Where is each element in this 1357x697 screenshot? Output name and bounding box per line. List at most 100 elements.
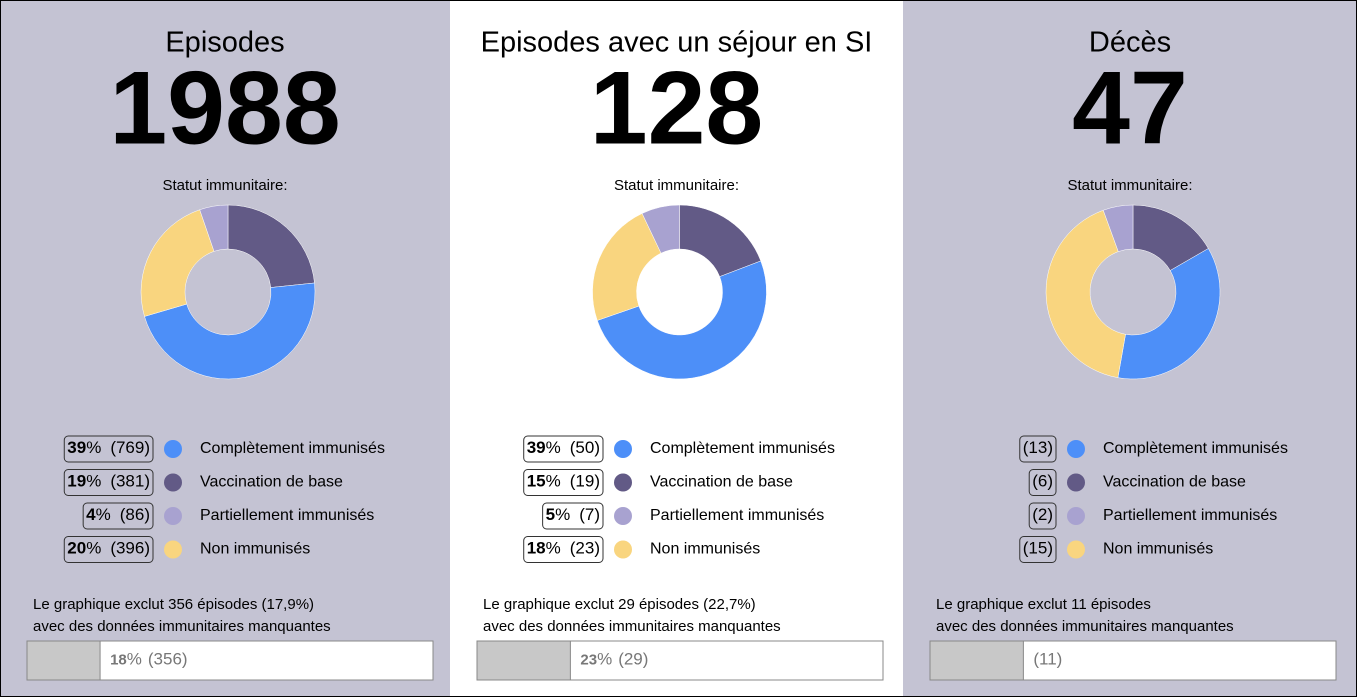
donut-slice: [596, 260, 767, 380]
subtitle: Statut immunitaire:: [1067, 177, 1192, 194]
legend-label: Non immunisés: [1103, 541, 1213, 558]
legend-swatch: [614, 440, 632, 458]
note-line: Le graphique exclut 29 épisodes (22,7%): [483, 596, 756, 613]
legend-figures: (13): [1023, 438, 1053, 457]
legend-swatch: [614, 540, 632, 559]
percent-value: 15: [527, 472, 546, 491]
legend-swatch: [164, 473, 182, 492]
legend-box: [1019, 536, 1057, 563]
missing-label: 23% (29): [580, 650, 648, 669]
note-line: Le graphique exclut 11 épisodes: [936, 596, 1151, 613]
legend-label: Partiellement immunisés: [650, 507, 824, 524]
legend-swatch: [1067, 540, 1085, 559]
legend-label: Complètement immunisés: [1103, 440, 1288, 457]
legend-label: Vaccination de base: [1103, 474, 1246, 491]
legend-figures: 18% (23): [527, 539, 600, 558]
donut-slice: [1117, 248, 1221, 380]
donut-slice: [144, 282, 316, 380]
legend-swatch: [1067, 507, 1085, 525]
donut-slice: [1102, 204, 1134, 252]
percent-value: 20: [67, 539, 86, 558]
missing-label: (11): [1033, 650, 1062, 669]
count-label: (15): [1023, 539, 1053, 558]
total-count: 47: [1072, 50, 1188, 166]
missing-percent: 23: [580, 651, 597, 668]
legend-label: Non immunisés: [200, 541, 310, 558]
legend-figures: 39% (50): [527, 438, 600, 457]
legend-figures: 15% (19): [527, 472, 600, 491]
missing-count: (356): [148, 650, 188, 669]
legend-box: [63, 536, 154, 563]
total-count: 128: [590, 50, 764, 166]
count-label: (396): [110, 539, 150, 558]
count-label: (2): [1032, 505, 1053, 524]
legend-box: [523, 469, 604, 496]
donut-slice: [227, 204, 315, 288]
percent-sign: %: [597, 650, 612, 669]
count-label: (13): [1023, 438, 1053, 457]
donut-slice: [641, 204, 680, 254]
legend-figures: (6): [1032, 472, 1053, 491]
legend-figures: 19% (381): [67, 472, 150, 491]
missing-count: (11): [1033, 650, 1062, 669]
missing-count: (29): [618, 650, 648, 669]
note-line: avec des données immunitaires manquantes: [33, 618, 331, 635]
legend-swatch: [614, 473, 632, 492]
legend-label: Partiellement immunisés: [200, 507, 374, 524]
legend-swatch: [1067, 440, 1085, 458]
legend-box: [523, 536, 604, 563]
percent-sign: %: [546, 438, 561, 457]
percent-value: 4: [86, 505, 96, 524]
legend-box: [82, 502, 154, 530]
count-label: (6): [1032, 472, 1053, 491]
count-label: (23): [570, 539, 600, 558]
count-label: (50): [570, 438, 600, 457]
legend-label: Non immunisés: [650, 541, 760, 558]
percent-sign: %: [86, 438, 101, 457]
percent-sign: %: [127, 650, 142, 669]
subtitle: Statut immunitaire:: [162, 177, 287, 194]
note-line: Le graphique exclut 356 épisodes (17,9%): [33, 596, 314, 613]
count-label: (381): [110, 472, 150, 491]
percent-sign: %: [546, 539, 561, 558]
legend-label: Complètement immunisés: [200, 440, 385, 457]
legend-figures: 4% (86): [86, 505, 150, 524]
count-label: (769): [110, 438, 150, 457]
note-line: avec des données immunitaires manquantes: [483, 618, 781, 635]
total-count: 1988: [109, 50, 340, 166]
donut-slice: [592, 213, 662, 321]
legend-figures: 39% (769): [67, 438, 150, 457]
missing-label: 18% (356): [110, 650, 188, 669]
missing-bar: [929, 640, 1024, 681]
legend-box: [542, 502, 604, 530]
legend-figures: (15): [1023, 539, 1053, 558]
percent-sign: %: [86, 472, 101, 491]
donut-slice: [199, 204, 229, 252]
legend-box: [1028, 502, 1057, 530]
donut-slice: [140, 209, 215, 317]
missing-bar: [476, 640, 571, 681]
legend-figures: 5% (7): [546, 505, 600, 524]
missing-percent: 18: [110, 651, 127, 668]
legend-swatch: [614, 507, 632, 525]
legend-box: [1019, 435, 1057, 463]
panel-title: Episodes: [165, 27, 284, 59]
legend-figures: (2): [1032, 505, 1053, 524]
percent-sign: %: [86, 539, 101, 558]
percent-sign: %: [555, 505, 570, 524]
donut-slice: [1045, 209, 1126, 378]
legend-label: Vaccination de base: [200, 474, 343, 491]
panel-title: Décès: [1089, 27, 1171, 59]
legend-swatch: [1067, 473, 1085, 492]
legend-swatch: [164, 540, 182, 559]
count-label: (19): [570, 472, 600, 491]
legend-figures: 20% (396): [67, 539, 150, 558]
percent-sign: %: [546, 472, 561, 491]
legend-box: [63, 435, 154, 463]
legend-label: Vaccination de base: [650, 474, 793, 491]
legend-box: [523, 435, 604, 463]
